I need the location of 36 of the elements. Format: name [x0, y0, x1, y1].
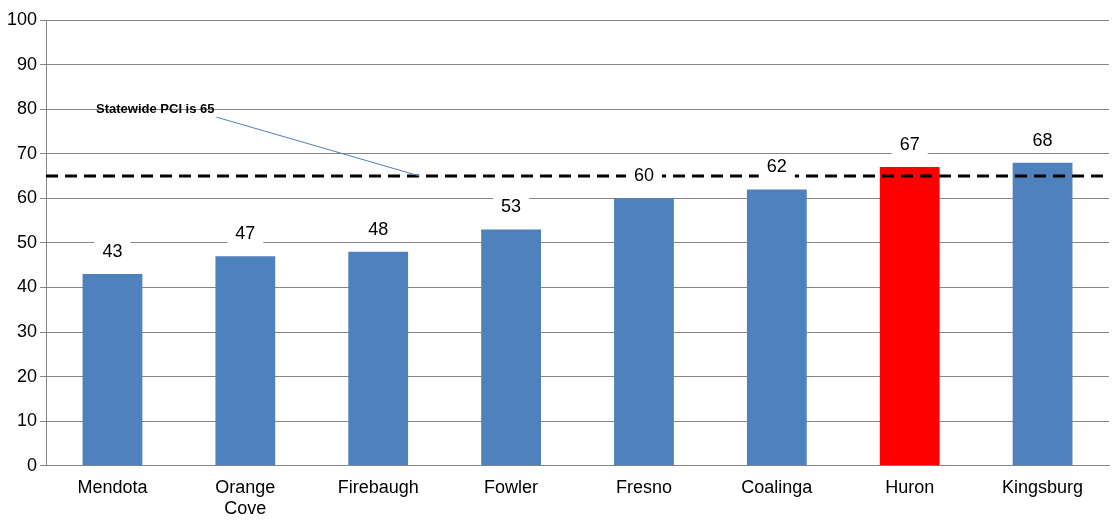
y-tick-label: 10	[17, 410, 38, 431]
bar	[879, 167, 940, 466]
data-label: 67	[899, 134, 920, 155]
y-tick-label: 70	[17, 142, 38, 163]
data-label: 43	[102, 241, 123, 262]
x-tick-label: Coalinga	[741, 476, 814, 497]
y-tick-label: 90	[17, 53, 38, 74]
bar	[1012, 162, 1073, 466]
bar	[215, 256, 276, 466]
data-label: 60	[633, 165, 654, 186]
x-tick-label: Mendota	[77, 476, 149, 497]
bar	[348, 251, 409, 466]
data-label: 48	[368, 218, 389, 239]
x-tick-label: Orange Cove	[215, 476, 276, 519]
bar	[82, 274, 143, 466]
y-tick-label: 100	[6, 8, 38, 29]
y-tick-label: 0	[27, 454, 38, 475]
data-label: 47	[235, 223, 256, 244]
data-label: 53	[501, 196, 522, 217]
y-tick-label: 60	[17, 187, 38, 208]
y-tick-label: 80	[17, 98, 38, 119]
ref-line-label: Statewide PCI is 65	[96, 100, 215, 116]
bar	[481, 229, 541, 466]
x-tick-label: Huron	[885, 476, 935, 497]
data-label: 68	[1032, 129, 1053, 150]
x-tick-label: Firebaugh	[337, 476, 419, 497]
y-tick-label: 30	[17, 321, 38, 342]
bar	[614, 198, 674, 466]
bar	[746, 189, 807, 466]
x-tick-label: Fresno	[615, 476, 672, 497]
y-tick-label: 40	[17, 276, 38, 297]
x-tick-label: Fowler	[484, 476, 539, 497]
y-tick-label: 20	[17, 365, 38, 386]
data-label: 62	[766, 156, 787, 177]
x-tick-label: Kingsburg	[1002, 476, 1084, 497]
y-tick-label: 50	[17, 231, 38, 252]
